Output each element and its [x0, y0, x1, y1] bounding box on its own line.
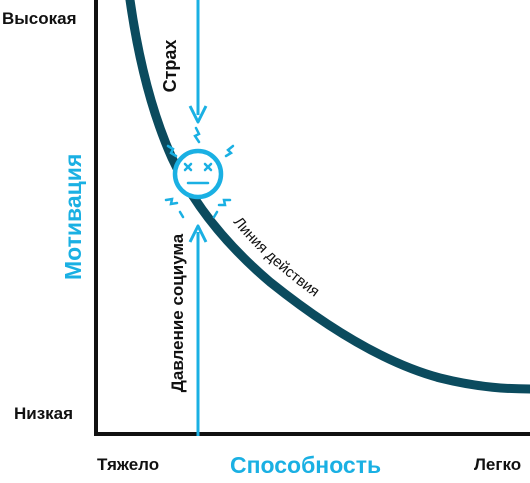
action-line-curve: [125, 0, 530, 394]
top-force-arrowhead: [188, 105, 208, 124]
bottom-force-label: Давление социума: [168, 233, 187, 393]
x-axis-right-label: Легко: [474, 455, 522, 474]
top-force-label: Страх: [160, 39, 180, 93]
y-axis-low-label: Низкая: [14, 404, 74, 423]
x-axis-left-label: Тяжело: [97, 455, 160, 474]
y-axis-high-label: Высокая: [2, 9, 77, 28]
stressed-face-icon: [164, 126, 235, 219]
bottom-force-arrowhead: [188, 224, 208, 243]
x-axis-title: Способность: [230, 452, 382, 478]
y-axis-title: Мотивация: [60, 153, 86, 280]
